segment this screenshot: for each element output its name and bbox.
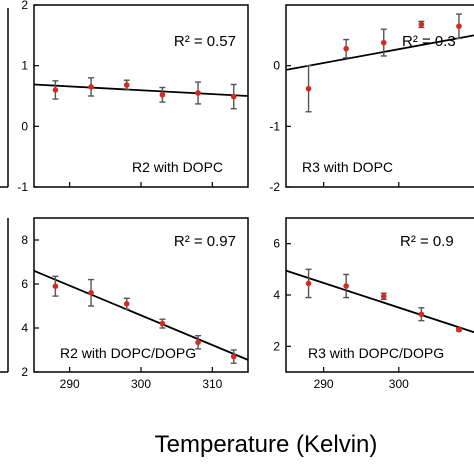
data-point [418, 311, 425, 318]
panels: -1 0 1 2 R² = 0.57 R2 with DOPC -2 -1 0 R² = 0.3 R… [17, 0, 474, 391]
x-tick-label: 300 [131, 377, 151, 391]
data-point [195, 90, 201, 96]
data-point [230, 93, 237, 100]
data-point [123, 301, 130, 307]
data-point [305, 280, 312, 287]
data-point [88, 84, 94, 90]
r-squared-label: R² = 0.57 [174, 33, 236, 50]
panel-3: 2 4 6 8 290 300 310 R² = 0.97 R2 with DOPC/DOPG [21, 217, 249, 391]
y-tick-label: 8 [21, 233, 28, 247]
x-tick-label: 290 [60, 377, 80, 391]
fit-line [34, 83, 248, 97]
panel-1: -1 0 1 2 R² = 0.57 R2 with DOPC [17, 0, 249, 194]
panel-2: -2 -1 0 R² = 0.3 R3 with DOPC [269, 4, 474, 194]
y-tick-label: 0 [21, 119, 28, 133]
y-tick-label: 2 [273, 339, 280, 353]
y-tick-label: 6 [21, 277, 28, 291]
r-squared-label: R² = 0.3 [402, 33, 456, 50]
y-tick-label: -2 [269, 180, 280, 194]
data-point [305, 85, 312, 92]
panel-label: R3 with DOPC [302, 159, 393, 175]
panel-label: R3 with DOPC/DOPG [308, 345, 444, 361]
x-tick-label: 310 [202, 377, 222, 391]
data-point [456, 23, 462, 30]
x-tick-label: 300 [389, 377, 409, 391]
panel-label: R2 with DOPC/DOPG [60, 345, 196, 361]
data-point [380, 39, 387, 46]
y-tick-label: -1 [17, 180, 28, 194]
data-point [52, 283, 59, 290]
y-tick-label: 0 [273, 59, 280, 73]
panel-frame [285, 4, 474, 188]
fit-line [286, 269, 474, 334]
fit-line [286, 34, 474, 71]
data-point [159, 320, 166, 327]
y-tick-label: 6 [273, 237, 280, 251]
data-point [343, 283, 349, 289]
x-axis-label: Temperature (Kelvin) [155, 431, 378, 458]
panel-4: 2 4 6 290 300 R² = 0.9 R3 with DOPC/DOPG [273, 217, 474, 391]
y-tick-label: 4 [273, 288, 280, 302]
y-tick-label: 4 [21, 321, 28, 335]
data-point [343, 45, 349, 52]
x-tick-label: 290 [314, 377, 334, 391]
r-squared-label: R² = 0.9 [400, 233, 454, 250]
data-point [418, 21, 425, 28]
data-point [88, 290, 94, 296]
data-point [230, 353, 237, 360]
y-tick-label: 2 [21, 0, 28, 12]
y-tick-label: 1 [21, 59, 28, 73]
data-point [159, 91, 166, 98]
data-point [52, 87, 59, 93]
data-point [195, 339, 201, 346]
y-tick-label: -1 [269, 119, 280, 133]
data-point [123, 82, 130, 88]
data-point [456, 326, 462, 333]
fit-line [34, 269, 248, 361]
panel-label: R2 with DOPC [132, 159, 223, 175]
r-squared-label: R² = 0.97 [174, 233, 236, 250]
y-tick-label: 2 [21, 365, 28, 379]
data-point [380, 293, 387, 300]
